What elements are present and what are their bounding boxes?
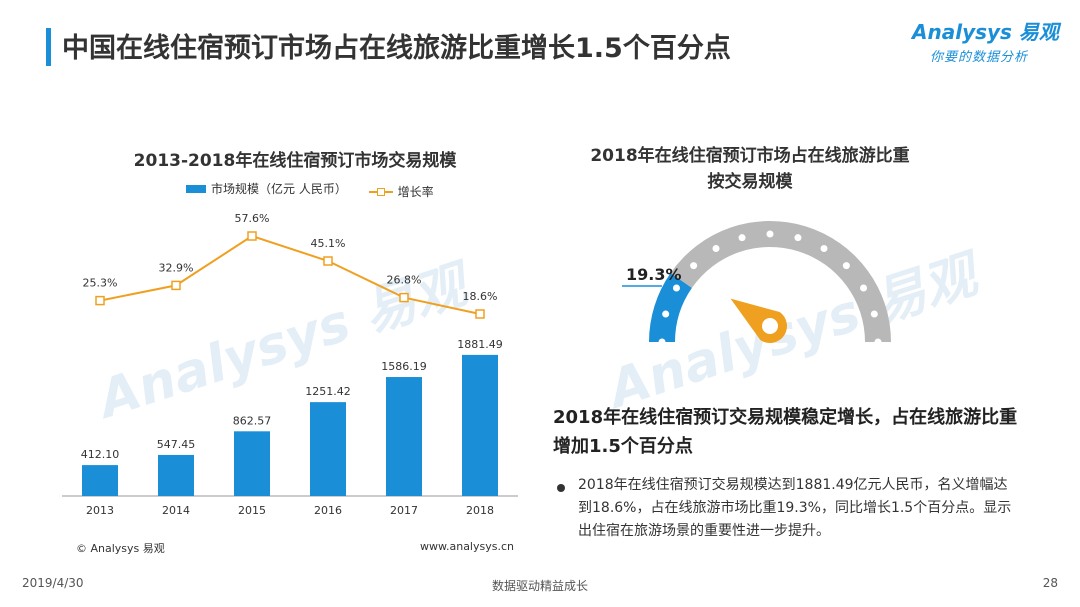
line-value-label: 25.3%	[83, 277, 118, 290]
gauge-tick-dot	[820, 244, 828, 252]
bar-value-label: 547.45	[157, 438, 196, 451]
line-value-label: 45.1%	[311, 237, 346, 250]
chart-legend: 市场规模（亿元 人民币） 增长率	[186, 180, 452, 200]
gauge-tick-dot	[712, 244, 720, 252]
line-point	[399, 292, 409, 303]
gauge-tick-dot	[662, 310, 670, 318]
logo-brand: Analysys 易观	[912, 20, 1059, 44]
gauge-pointer-hub	[762, 318, 778, 334]
line-value-label: 18.6%	[463, 290, 498, 303]
gauge-tick-dot	[658, 338, 666, 346]
chart-site: www.analysys.cn	[420, 540, 514, 553]
legend-label-market-size: 市场规模（亿元 人民币）	[211, 182, 347, 196]
line-value-label: 57.6%	[235, 212, 270, 225]
gauge-filled-arc	[649, 273, 692, 342]
footer-slogan: 数据驱动精益成长	[491, 579, 588, 593]
gauge-tick-dot	[874, 338, 882, 346]
line-point	[475, 309, 485, 319]
bar-value-label: 412.10	[81, 448, 120, 461]
title-accent-bar	[46, 28, 51, 66]
legend-item-growth-rate: 增长率	[368, 183, 434, 200]
bar	[462, 354, 498, 496]
x-tick-label: 2018	[466, 504, 494, 517]
bar-value-label: 862.57	[233, 414, 272, 427]
line-value-label: 32.9%	[159, 261, 194, 274]
highlight-bullet: 2018年在线住宿预订交易规模达到1881.49亿元人民币，名义增幅达到18.6…	[578, 477, 1012, 539]
bar-value-label: 1251.42	[305, 385, 351, 398]
page-title: 中国在线住宿预订市场占在线旅游比重增长1.5个百分点	[62, 33, 731, 64]
line-value-label: 26.8%	[387, 274, 422, 287]
x-tick-label: 2013	[86, 504, 114, 517]
bullet-dot	[557, 484, 565, 492]
gauge-tick-dot	[738, 234, 746, 242]
line-point	[247, 231, 257, 241]
x-tick-label: 2014	[162, 504, 190, 517]
highlight-title: 2018年在线住宿预订交易规模稳定增长，占在线旅游比重增加1.5个百分点	[553, 407, 1018, 457]
line-point	[171, 280, 181, 291]
gauge-pointer	[730, 298, 788, 344]
page-number: 28	[1042, 576, 1058, 590]
legend-label-growth-rate: 增长率	[397, 185, 434, 199]
bar-chart-title: 2013-2018年在线住宿预订市场交易规模	[133, 151, 457, 171]
growth-rate-line	[99, 234, 481, 315]
bar-value-label: 1586.19	[381, 360, 427, 373]
x-tick-label: 2017	[390, 504, 418, 517]
legend-bar-swatch	[186, 184, 206, 193]
line-point	[323, 256, 333, 266]
gauge-value-label: 19.3%	[626, 265, 682, 284]
gauge-tick-dot	[842, 262, 850, 270]
x-tick-label: 2015	[238, 504, 266, 517]
gauge-tick-dot	[672, 284, 680, 292]
watermark: Analysys 易观	[91, 255, 474, 431]
x-tick-label: 2016	[314, 504, 342, 517]
bar	[82, 465, 118, 496]
bar	[234, 431, 270, 496]
gauge-tick-dot	[794, 234, 802, 242]
legend-line-swatch	[368, 187, 393, 196]
gauge-rest-arc	[670, 220, 891, 342]
chart-source: © Analysys 易观	[76, 542, 165, 555]
gauge-title: 2018年在线住宿预订市场占在线旅游比重 按交易规模	[520, 143, 980, 195]
logo-slogan: 你要的数据分析	[930, 50, 1029, 65]
footer-date: 2019/4/30	[22, 576, 84, 590]
gauge-tick-dot	[690, 262, 698, 270]
gauge-tick-dot	[870, 310, 878, 318]
gauge-tick-dot	[860, 284, 868, 292]
bar	[310, 402, 346, 496]
gauge-title-line2: 按交易规模	[707, 172, 793, 192]
bar	[158, 454, 194, 496]
line-point	[95, 295, 105, 306]
bar-value-label: 1881.49	[457, 338, 503, 351]
brand-logo: Analysys 易观 你要的数据分析	[912, 16, 1059, 68]
gauge-title-line1: 2018年在线住宿预订市场占在线旅游比重	[590, 146, 910, 166]
legend-item-market-size: 市场规模（亿元 人民币）	[186, 180, 347, 197]
watermark: Analysys 易观	[601, 245, 984, 421]
gauge-tick-dot	[766, 230, 774, 238]
bar	[386, 377, 422, 496]
